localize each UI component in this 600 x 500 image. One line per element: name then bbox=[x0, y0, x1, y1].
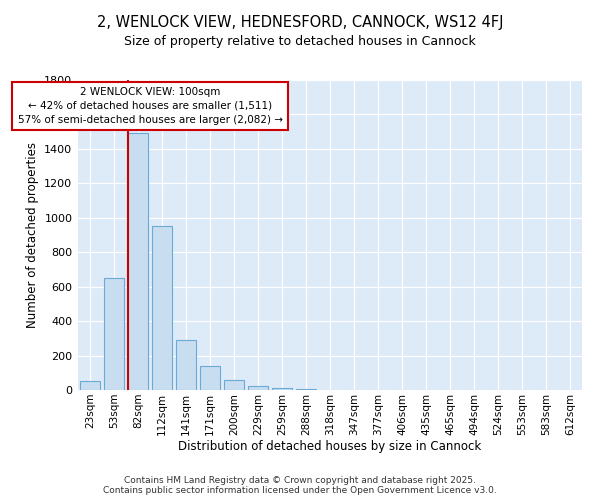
Bar bbox=[272, 388, 292, 390]
Text: 2 WENLOCK VIEW: 100sqm
← 42% of detached houses are smaller (1,511)
57% of semi-: 2 WENLOCK VIEW: 100sqm ← 42% of detached… bbox=[17, 87, 283, 125]
Bar bbox=[176, 340, 196, 390]
Bar bbox=[248, 386, 268, 390]
Bar bbox=[104, 278, 124, 390]
Text: 2, WENLOCK VIEW, HEDNESFORD, CANNOCK, WS12 4FJ: 2, WENLOCK VIEW, HEDNESFORD, CANNOCK, WS… bbox=[97, 15, 503, 30]
X-axis label: Distribution of detached houses by size in Cannock: Distribution of detached houses by size … bbox=[178, 440, 482, 454]
Bar bbox=[152, 226, 172, 390]
Bar bbox=[80, 382, 100, 390]
Text: Size of property relative to detached houses in Cannock: Size of property relative to detached ho… bbox=[124, 35, 476, 48]
Y-axis label: Number of detached properties: Number of detached properties bbox=[26, 142, 39, 328]
Bar bbox=[128, 134, 148, 390]
Bar bbox=[296, 389, 316, 390]
Text: Contains HM Land Registry data © Crown copyright and database right 2025.
Contai: Contains HM Land Registry data © Crown c… bbox=[103, 476, 497, 495]
Bar bbox=[224, 380, 244, 390]
Bar bbox=[200, 366, 220, 390]
